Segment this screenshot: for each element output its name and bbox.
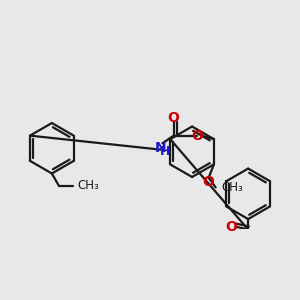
Text: CH₃: CH₃ — [78, 179, 100, 192]
Text: O: O — [226, 220, 238, 234]
Text: O: O — [191, 129, 203, 142]
Text: O: O — [203, 175, 214, 189]
Text: O: O — [168, 111, 179, 125]
Text: CH₃: CH₃ — [222, 181, 243, 194]
Text: H: H — [160, 145, 170, 158]
Text: N: N — [155, 140, 167, 154]
